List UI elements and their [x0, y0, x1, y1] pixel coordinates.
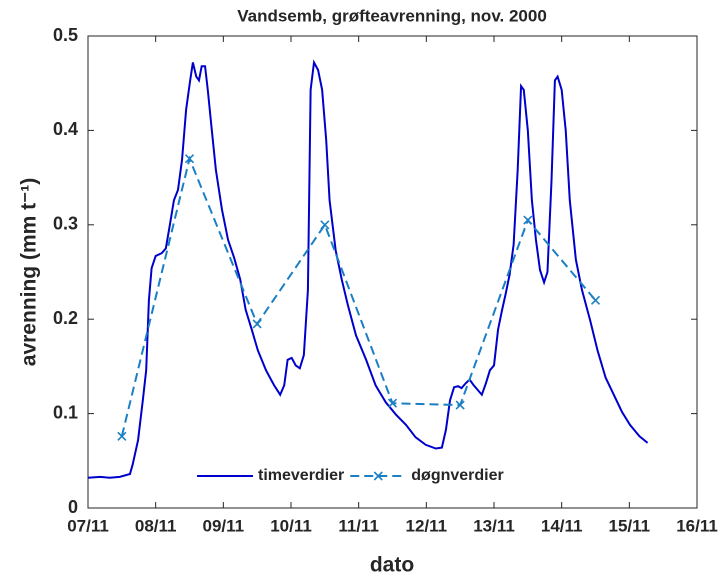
- x-tick-label: 09/11: [203, 516, 245, 535]
- line: [87, 59, 649, 479]
- x-tick-label: 14/11: [541, 516, 583, 535]
- y-tick-label: 0.1: [53, 402, 78, 422]
- y-tick-label: 0.5: [53, 25, 78, 45]
- x-tick-label: 07/11: [67, 516, 109, 535]
- chart-title: Vandsemb, grøfteavrenning, nov. 2000: [237, 6, 547, 25]
- marker: [523, 215, 533, 225]
- marker: [387, 398, 398, 408]
- line: [120, 155, 597, 437]
- y-axis-label: avrenning (mm t⁻¹): [18, 178, 41, 366]
- plot-frame: [87, 35, 698, 509]
- x-tick-label: 10/11: [270, 516, 312, 535]
- marker: [184, 154, 195, 164]
- marker: [455, 400, 465, 410]
- marker: [320, 220, 330, 230]
- x-tick-label: 08/11: [135, 516, 177, 535]
- marker: [117, 431, 127, 441]
- x-tick-label: 13/11: [473, 516, 515, 535]
- x-tick-label: 12/11: [406, 516, 448, 535]
- legend-label: døgnverdier: [411, 467, 503, 484]
- y-tick-label: 0.3: [53, 214, 78, 234]
- y-tick-label: 0: [68, 497, 78, 517]
- legend-marker: [373, 471, 383, 481]
- y-tick-label: 0.2: [53, 308, 78, 328]
- legend-label: timeverdier: [258, 467, 344, 484]
- x-tick-label: 15/11: [609, 516, 651, 535]
- y-tick-label: 0.4: [53, 119, 78, 139]
- marker: [590, 295, 601, 305]
- x-axis-label: dato: [370, 554, 414, 576]
- x-tick-label: 11/11: [338, 516, 379, 535]
- x-tick-label: 16/11: [676, 516, 718, 535]
- marker: [252, 319, 262, 329]
